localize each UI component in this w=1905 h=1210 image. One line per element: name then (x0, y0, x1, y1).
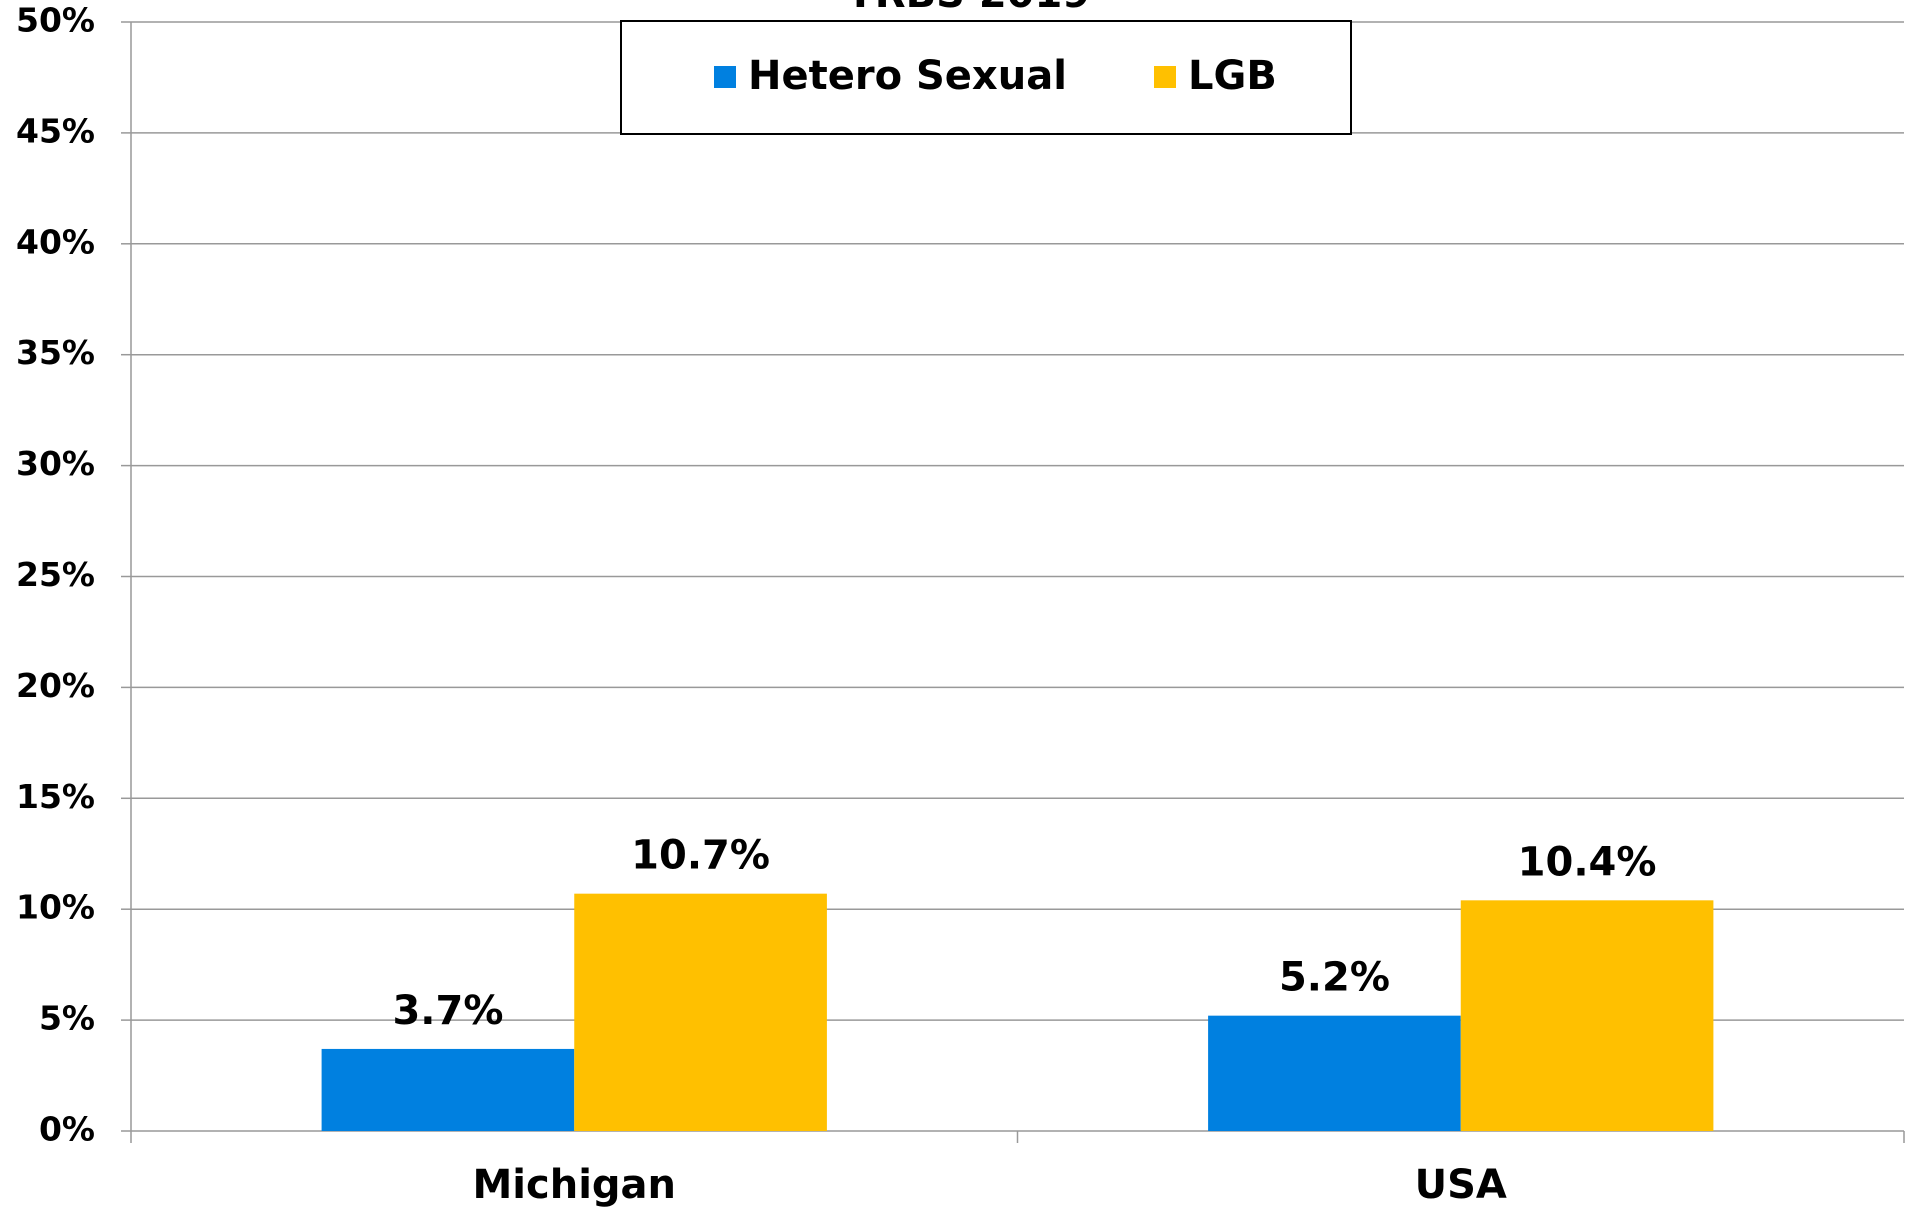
bar (1460, 900, 1714, 1131)
y-tick-label: 50% (16, 1, 95, 40)
data-label: 5.2% (1279, 955, 1390, 1001)
y-tick-label: 25% (16, 555, 95, 594)
x-tick-label: Michigan (472, 1162, 676, 1208)
y-tick-label: 5% (39, 999, 95, 1038)
y-tick-label: 20% (16, 666, 95, 705)
legend-swatch (714, 66, 736, 88)
legend-label: LGB (1188, 53, 1277, 99)
y-tick-label: 10% (16, 888, 95, 927)
chart-title: YRBS 2019 (845, 0, 1090, 17)
data-label: 10.4% (1518, 839, 1657, 885)
y-tick-label: 15% (16, 777, 95, 816)
y-tick-label: 40% (16, 222, 95, 261)
bar (1208, 1015, 1461, 1131)
x-tick-label: USA (1415, 1162, 1507, 1208)
y-tick-label: 45% (16, 111, 95, 150)
y-tick-label: 35% (16, 333, 95, 372)
legend-swatch (1154, 66, 1176, 88)
y-tick-label: 30% (16, 444, 95, 483)
legend-box (620, 20, 1352, 135)
data-label: 3.7% (392, 988, 503, 1034)
bar (574, 893, 827, 1131)
bar (321, 1048, 575, 1131)
data-label: 10.7% (631, 833, 770, 879)
legend-label: Hetero Sexual (748, 53, 1067, 99)
y-tick-label: 0% (39, 1110, 95, 1149)
